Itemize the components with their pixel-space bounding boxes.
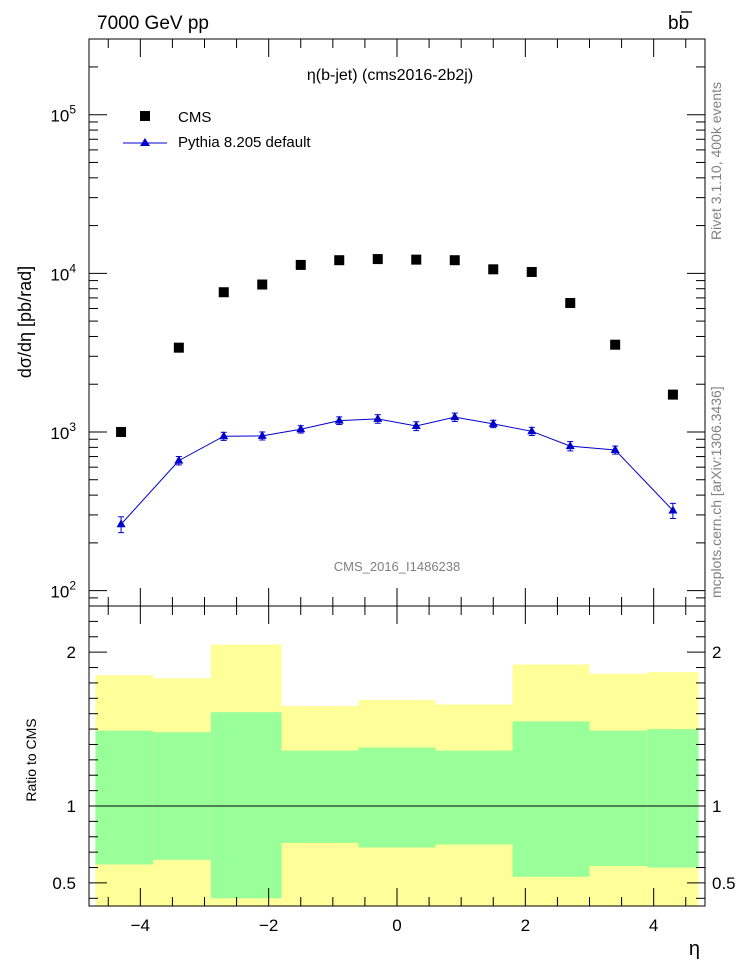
- watermark: CMS_2016_I1486238: [334, 559, 461, 574]
- ratio-y-tick-label-right: 0.5: [712, 874, 736, 893]
- main-panel: η(b-jet) (cms2016-2b2j) CMS_2016_I148623…: [15, 38, 706, 607]
- legend-marker-pythia: [140, 138, 150, 146]
- cms-point: [257, 279, 268, 290]
- pythia-point: [488, 418, 498, 427]
- pythia-line: [120, 416, 674, 525]
- pythia-point: [257, 430, 267, 439]
- cms-point: [411, 254, 422, 265]
- legend-marker-cms: [140, 111, 150, 121]
- legend-label-cms: CMS: [178, 109, 211, 126]
- pythia-point: [219, 431, 229, 440]
- pythia-point: [334, 415, 344, 424]
- cms-point: [218, 287, 229, 298]
- cms-point: [372, 254, 383, 265]
- main-y-tick-label: 103: [50, 420, 76, 443]
- ratio-inner-band: [281, 750, 359, 843]
- x-tick-label: −2: [259, 916, 278, 935]
- x-tick-label: 2: [521, 916, 530, 935]
- main-y-tick-label: 102: [50, 579, 76, 602]
- ratio-y-tick-label: 1: [67, 797, 76, 816]
- main-y-axis-label: dσ/dη [pb/rad]: [15, 266, 35, 378]
- ratio-y-tick-label: 0.5: [52, 874, 76, 893]
- legend-label-pythia: Pythia 8.205 default: [178, 134, 311, 151]
- ratio-inner-band: [589, 730, 648, 866]
- cms-point: [295, 259, 306, 270]
- header-right: bb: [668, 11, 692, 34]
- cms-point: [610, 339, 621, 350]
- cms-point: [449, 255, 460, 266]
- x-tick-label: 0: [392, 916, 401, 935]
- pythia-point: [296, 424, 306, 433]
- ratio-inner-band: [95, 730, 154, 865]
- header-left: 7000 GeV pp: [97, 13, 209, 34]
- ratio-panel: Ratio to CMS 0.5 0.5 1 1 2 2 −4 −2 0 2 4: [23, 605, 736, 935]
- ratio-inner-band: [435, 750, 513, 845]
- chart-title: η(b-jet) (cms2016-2b2j): [307, 67, 473, 84]
- x-tick-label: 4: [649, 916, 658, 935]
- cms-point: [173, 342, 184, 353]
- x-tick-label: −4: [131, 916, 150, 935]
- cms-point: [565, 298, 576, 309]
- ratio-inner-band: [512, 721, 590, 877]
- cms-point: [488, 264, 499, 275]
- ratio-inner-band: [647, 729, 699, 868]
- main-y-tick-label: 104: [50, 261, 76, 284]
- ratio-inner-band: [358, 747, 436, 848]
- ratio-y-tick-label-right: 2: [712, 643, 721, 662]
- pythia-point: [373, 413, 383, 422]
- ratio-y-tick-label-right: 1: [712, 797, 721, 816]
- pythia-point: [116, 519, 126, 528]
- x-axis-label: η: [689, 938, 700, 960]
- main-y-tick-label: 105: [50, 103, 76, 126]
- pythia-point: [527, 426, 537, 435]
- cms-point: [526, 266, 537, 277]
- pythia-point: [610, 444, 620, 453]
- pythia-point: [668, 505, 678, 514]
- ratio-inner-band: [153, 732, 211, 860]
- ratio-y-axis-label: Ratio to CMS: [23, 718, 39, 801]
- pythia-point: [174, 455, 184, 464]
- rivet-label: Rivet 3.1.10, 400k events: [708, 82, 724, 240]
- pythia-point: [411, 421, 421, 430]
- ratio-y-tick-label: 2: [67, 643, 76, 662]
- mcplots-label: mcplots.cern.ch [arXiv:1306.3436]: [708, 386, 724, 598]
- pythia-point: [565, 441, 575, 450]
- ratio-inner-band: [210, 712, 282, 899]
- header-right-text: bb: [668, 13, 689, 34]
- cms-point: [116, 426, 127, 437]
- legend: CMS Pythia 8.205 default: [123, 109, 311, 151]
- pythia-point: [450, 412, 460, 421]
- cms-point: [667, 389, 678, 400]
- cms-point: [334, 255, 345, 266]
